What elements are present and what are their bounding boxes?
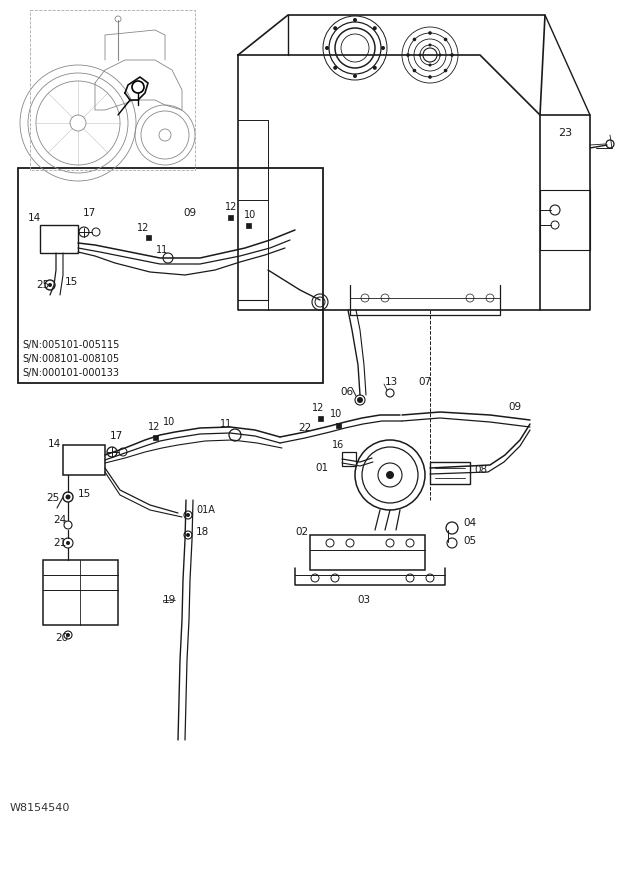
Text: 09: 09 [183, 208, 196, 218]
Text: 20: 20 [55, 633, 68, 643]
Text: 12: 12 [312, 403, 324, 413]
Circle shape [450, 53, 454, 57]
Circle shape [381, 46, 385, 50]
Bar [63, 445, 105, 475]
Text: 07: 07 [418, 377, 431, 387]
Text: 10: 10 [330, 409, 342, 419]
Text: 12: 12 [148, 422, 161, 432]
Circle shape [186, 513, 190, 517]
Circle shape [418, 53, 422, 57]
Circle shape [66, 494, 71, 499]
Bar [335, 423, 340, 428]
Circle shape [373, 26, 377, 31]
Circle shape [428, 64, 432, 66]
Text: 23: 23 [558, 128, 572, 138]
Bar [43, 560, 118, 625]
Circle shape [373, 65, 377, 70]
Text: 08: 08 [474, 465, 487, 475]
Text: 10: 10 [244, 210, 256, 220]
Circle shape [66, 633, 70, 637]
Bar [342, 452, 356, 466]
Text: S/N:000101-000133: S/N:000101-000133 [22, 368, 119, 378]
Text: 10: 10 [163, 417, 175, 427]
Text: 04: 04 [463, 518, 476, 528]
Text: 01: 01 [315, 463, 328, 473]
Text: 15: 15 [65, 277, 78, 287]
Text: 25: 25 [46, 493, 60, 503]
Text: 21: 21 [53, 538, 66, 548]
Circle shape [353, 18, 357, 22]
Text: 11: 11 [156, 245, 168, 255]
Circle shape [413, 38, 416, 41]
Circle shape [66, 541, 70, 545]
Text: 17: 17 [110, 431, 123, 441]
Text: 12: 12 [225, 202, 237, 212]
Circle shape [353, 74, 357, 78]
Text: 06: 06 [340, 387, 353, 397]
Circle shape [357, 397, 363, 403]
Text: 05: 05 [463, 536, 476, 546]
Bar [40, 225, 78, 253]
Text: W8154540: W8154540 [10, 803, 71, 813]
Bar [540, 190, 590, 250]
Text: 02: 02 [295, 527, 308, 537]
Text: 25: 25 [36, 280, 49, 290]
Text: 09: 09 [508, 402, 521, 412]
Circle shape [406, 53, 410, 57]
Circle shape [325, 46, 329, 50]
Text: 12: 12 [137, 223, 149, 233]
Circle shape [186, 533, 190, 537]
Text: 18: 18 [196, 527, 210, 537]
Text: 14: 14 [48, 439, 61, 449]
Bar [146, 235, 151, 239]
Bar [228, 215, 232, 219]
Text: S/N:005101-005115: S/N:005101-005115 [22, 340, 120, 350]
Text: S/N:008101-008105: S/N:008101-008105 [22, 354, 119, 364]
Circle shape [386, 471, 394, 479]
Text: 16: 16 [332, 440, 344, 450]
Text: 13: 13 [385, 377, 398, 387]
Bar [153, 435, 157, 439]
Text: 17: 17 [83, 208, 96, 218]
Circle shape [444, 38, 448, 41]
Text: 03: 03 [357, 595, 370, 605]
Text: 01A: 01A [196, 505, 215, 515]
Circle shape [444, 69, 448, 72]
Bar [18, 168, 323, 383]
Text: 22: 22 [298, 423, 311, 433]
Text: 24: 24 [53, 515, 66, 525]
Circle shape [333, 65, 337, 70]
Circle shape [48, 283, 52, 287]
Bar [317, 416, 322, 421]
Circle shape [413, 69, 416, 72]
Circle shape [428, 44, 432, 46]
Bar [430, 462, 470, 484]
Circle shape [428, 75, 432, 79]
Circle shape [333, 26, 337, 31]
Text: 14: 14 [28, 213, 42, 223]
Bar [310, 535, 425, 570]
Circle shape [438, 53, 441, 57]
Circle shape [428, 31, 432, 35]
Text: 15: 15 [78, 489, 91, 499]
Text: 11: 11 [220, 419, 232, 429]
Text: 19: 19 [163, 595, 176, 605]
Bar [246, 223, 250, 228]
